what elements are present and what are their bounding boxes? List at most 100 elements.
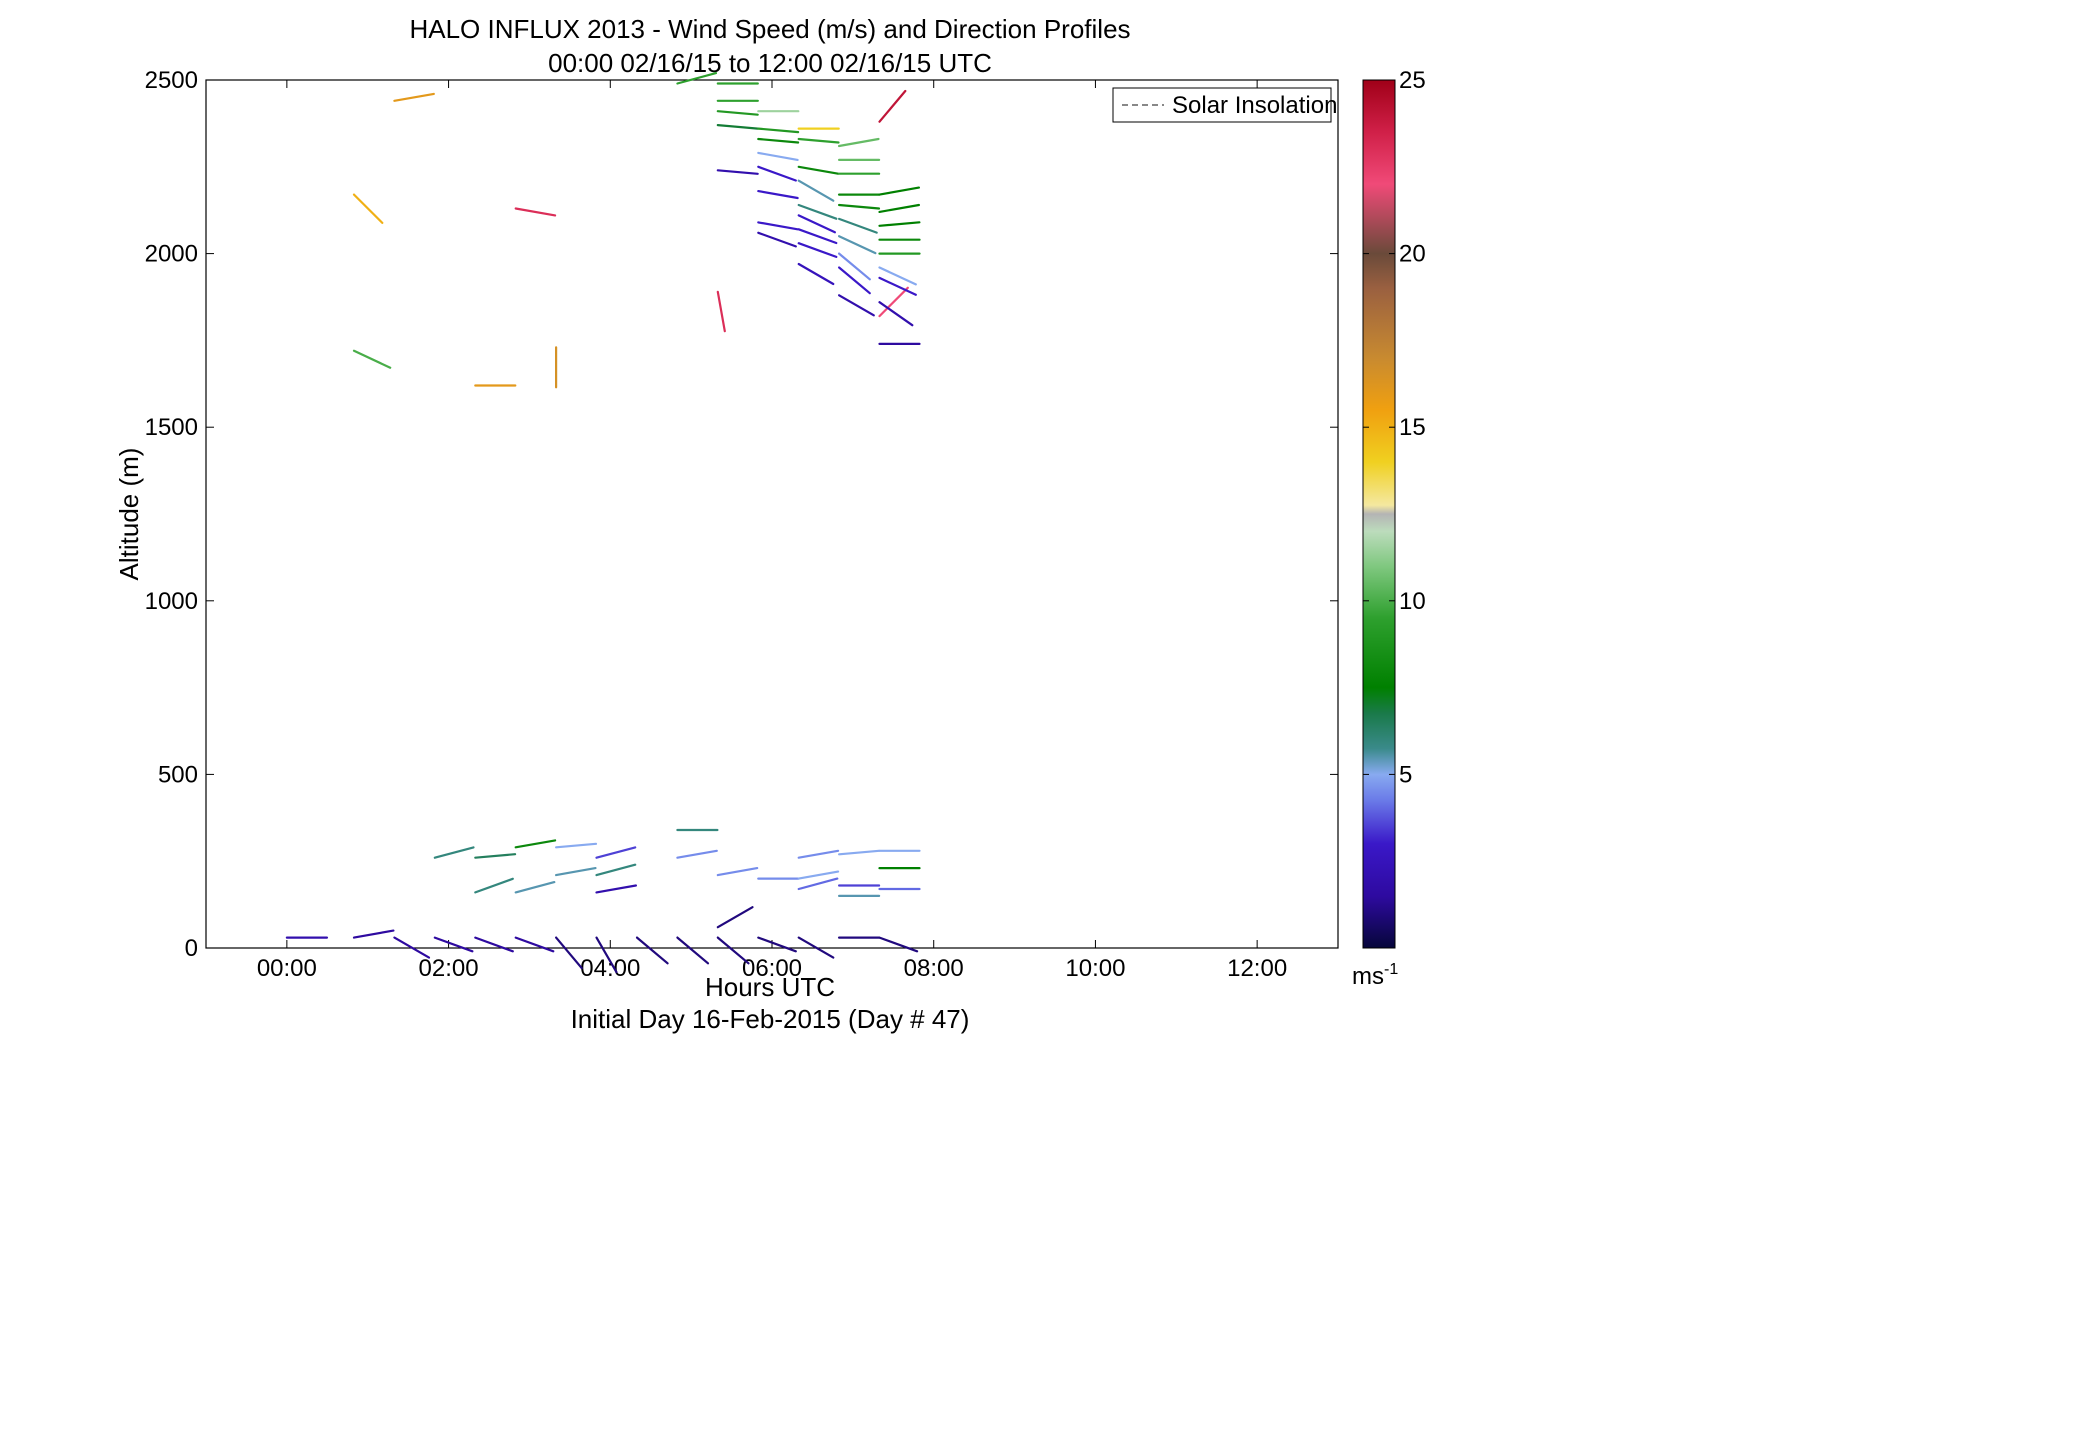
wind-vector	[474, 877, 514, 894]
plot-area	[205, 79, 1339, 949]
colorbar-tick-label: 15	[1399, 414, 1426, 441]
wind-vector	[878, 301, 914, 327]
y-tick-label: 2500	[145, 67, 198, 94]
wind-barbs	[285, 71, 921, 974]
wind-vector	[676, 849, 718, 859]
y-tick-label: 1000	[145, 588, 198, 615]
axis-ticks: 00:00 02:00 04:00 06:00 08:00 10:00 12:00 0 500 1…	[145, 67, 1338, 982]
x-tick-label: 10:00	[1065, 955, 1125, 982]
wind-vector	[514, 839, 557, 849]
x-tick-label: 02:00	[419, 955, 479, 982]
wind-vector	[797, 262, 835, 286]
wind-vector	[676, 936, 710, 965]
wind-vector	[797, 228, 838, 245]
wind-vector	[797, 179, 835, 202]
wind-vector	[797, 214, 837, 234]
legend-box	[1112, 87, 1332, 123]
wind-vector	[878, 266, 917, 286]
y-tick-label: 1500	[145, 414, 198, 441]
wind-vector	[635, 936, 669, 965]
wind-vector	[878, 221, 921, 227]
wind-vector	[797, 870, 840, 880]
colorbar-bar	[1362, 79, 1396, 949]
wind-vector	[837, 203, 881, 210]
wind-vector	[716, 169, 759, 175]
wind-vector	[797, 936, 835, 959]
colorbar-tick-label: 20	[1399, 241, 1426, 268]
wind-vector	[595, 846, 637, 859]
wind-vector	[797, 242, 838, 258]
wind-vector	[878, 286, 909, 318]
wind-vector	[837, 266, 871, 295]
wind-vector	[393, 936, 431, 959]
wind-vector	[595, 884, 638, 894]
colorbar-tick-label: 25	[1399, 67, 1426, 94]
legend: Solar Insolation	[1112, 87, 1337, 123]
wind-vector	[757, 127, 800, 134]
wind-vector	[878, 203, 921, 213]
colorbar-ticks: 5 10 15 20 25	[1363, 67, 1426, 788]
wind-vector	[514, 936, 555, 953]
wind-vector	[716, 110, 759, 116]
wind-vector	[878, 89, 907, 123]
x-tick-label: 04:00	[580, 955, 640, 982]
wind-vector	[837, 294, 875, 317]
wind-vector	[433, 936, 474, 953]
legend-label: Solar Insolation	[1172, 92, 1337, 119]
wind-vector	[676, 71, 718, 85]
wind-vector	[716, 936, 750, 965]
x-axis-sublabel: Initial Day 16-Feb-2015 (Day # 47)	[571, 1004, 970, 1034]
wind-vector	[474, 936, 514, 953]
x-tick-label: 08:00	[904, 955, 964, 982]
wind-vector	[797, 165, 840, 175]
x-tick-label: 12:00	[1227, 955, 1287, 982]
wind-vector	[797, 203, 838, 220]
wind-vector	[837, 137, 880, 148]
colorbar-tick-label: 5	[1399, 761, 1412, 788]
wind-vector	[716, 290, 726, 333]
wind-vector	[837, 252, 871, 281]
wind-vector	[433, 846, 475, 859]
wind-vector	[716, 866, 759, 877]
wind-vector	[352, 193, 384, 224]
x-tick-label: 00:00	[257, 955, 317, 982]
y-tick-label: 2000	[145, 241, 198, 268]
colorbar: 5 10 15 20 25 ms-1	[1352, 67, 1426, 990]
wind-vector	[716, 906, 754, 929]
wind-vector	[474, 853, 517, 859]
wind-vector	[716, 123, 759, 130]
wind-vector	[393, 92, 435, 102]
wind-vector	[757, 190, 799, 200]
wind-vector	[757, 151, 799, 161]
wind-vector	[837, 235, 877, 255]
wind-vector	[878, 936, 919, 953]
wind-vector	[797, 137, 840, 144]
chart-title: HALO INFLUX 2013 - Wind Speed (m/s) and …	[409, 14, 1130, 44]
wind-vector	[878, 276, 917, 296]
wind-vector	[595, 863, 637, 877]
wind-vector	[514, 880, 556, 894]
wind-vector	[757, 165, 797, 182]
colorbar-unit-exponent: -1	[1384, 961, 1398, 978]
wind-vector	[514, 207, 557, 217]
x-axis-label: Hours UTC	[705, 972, 835, 1002]
colorbar-unit-base: ms	[1352, 963, 1384, 990]
wind-vector	[878, 186, 921, 196]
wind-vector	[554, 866, 597, 877]
wind-vector	[352, 349, 392, 369]
y-tick-label: 500	[158, 761, 198, 788]
colorbar-tick-label: 10	[1399, 588, 1426, 615]
wind-vector	[837, 849, 881, 856]
wind-vector	[797, 877, 839, 891]
wind-vector	[554, 842, 598, 849]
chart-subtitle: 00:00 02/16/15 to 12:00 02/16/15 UTC	[548, 48, 992, 78]
wind-vector	[837, 217, 878, 234]
wind-vector	[595, 936, 618, 974]
wind-vector	[757, 231, 797, 248]
wind-vector	[554, 936, 583, 970]
wind-vector	[757, 221, 799, 231]
wind-vector	[757, 936, 797, 953]
x-tick-label: 06:00	[742, 955, 802, 982]
